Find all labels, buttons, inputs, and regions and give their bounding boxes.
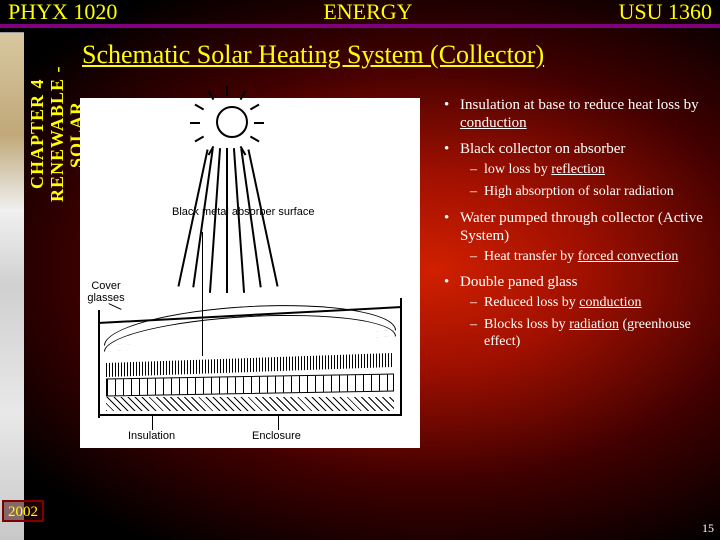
bullet-item: Black collector on absorberlow loss by r… xyxy=(442,140,710,201)
sidebar-image-strip xyxy=(0,32,24,540)
chapter-number: CHAPTER 4 xyxy=(27,79,47,190)
bullet-item: Insulation at base to reduce heat loss b… xyxy=(442,96,710,132)
collector-diagram: Black metal absorber surface Cover glass… xyxy=(80,98,420,448)
course-code-right: USU 1360 xyxy=(618,0,712,25)
header-bar: PHYX 1020 ENERGY USU 1360 xyxy=(0,0,720,28)
sub-bullet-item: High absorption of solar radiation xyxy=(468,184,710,201)
slide-title: Schematic Solar Heating System (Collecto… xyxy=(82,40,544,70)
page-number: 15 xyxy=(702,521,714,536)
chapter-label: CHAPTER 4 RENEWABLE - SOLAR xyxy=(28,34,70,234)
collector-cross-section xyxy=(98,296,402,436)
slide: PHYX 1020 ENERGY USU 1360 CHAPTER 4 RENE… xyxy=(0,0,720,540)
bullet-item: Double paned glassReduced loss by conduc… xyxy=(442,273,710,350)
year-badge: 2002 xyxy=(2,500,44,522)
label-absorber: Black metal absorber surface xyxy=(172,206,314,218)
water-layer xyxy=(106,373,394,396)
insulation-layer xyxy=(106,397,394,411)
bullet-item: Water pumped through collector (Active S… xyxy=(442,209,710,266)
sub-bullet-item: low loss by reflection xyxy=(468,162,710,179)
sub-bullet-item: Heat transfer by forced convection xyxy=(468,249,710,266)
sun-icon xyxy=(216,106,248,138)
header-topic: ENERGY xyxy=(323,0,412,25)
course-code-left: PHYX 1020 xyxy=(8,0,117,25)
bullet-list: Insulation at base to reduce heat loss b… xyxy=(442,96,710,359)
sub-bullet-item: Reduced loss by conduction xyxy=(468,295,710,312)
sub-bullet-item: Blocks loss by radiation (greenhouse eff… xyxy=(468,317,710,351)
